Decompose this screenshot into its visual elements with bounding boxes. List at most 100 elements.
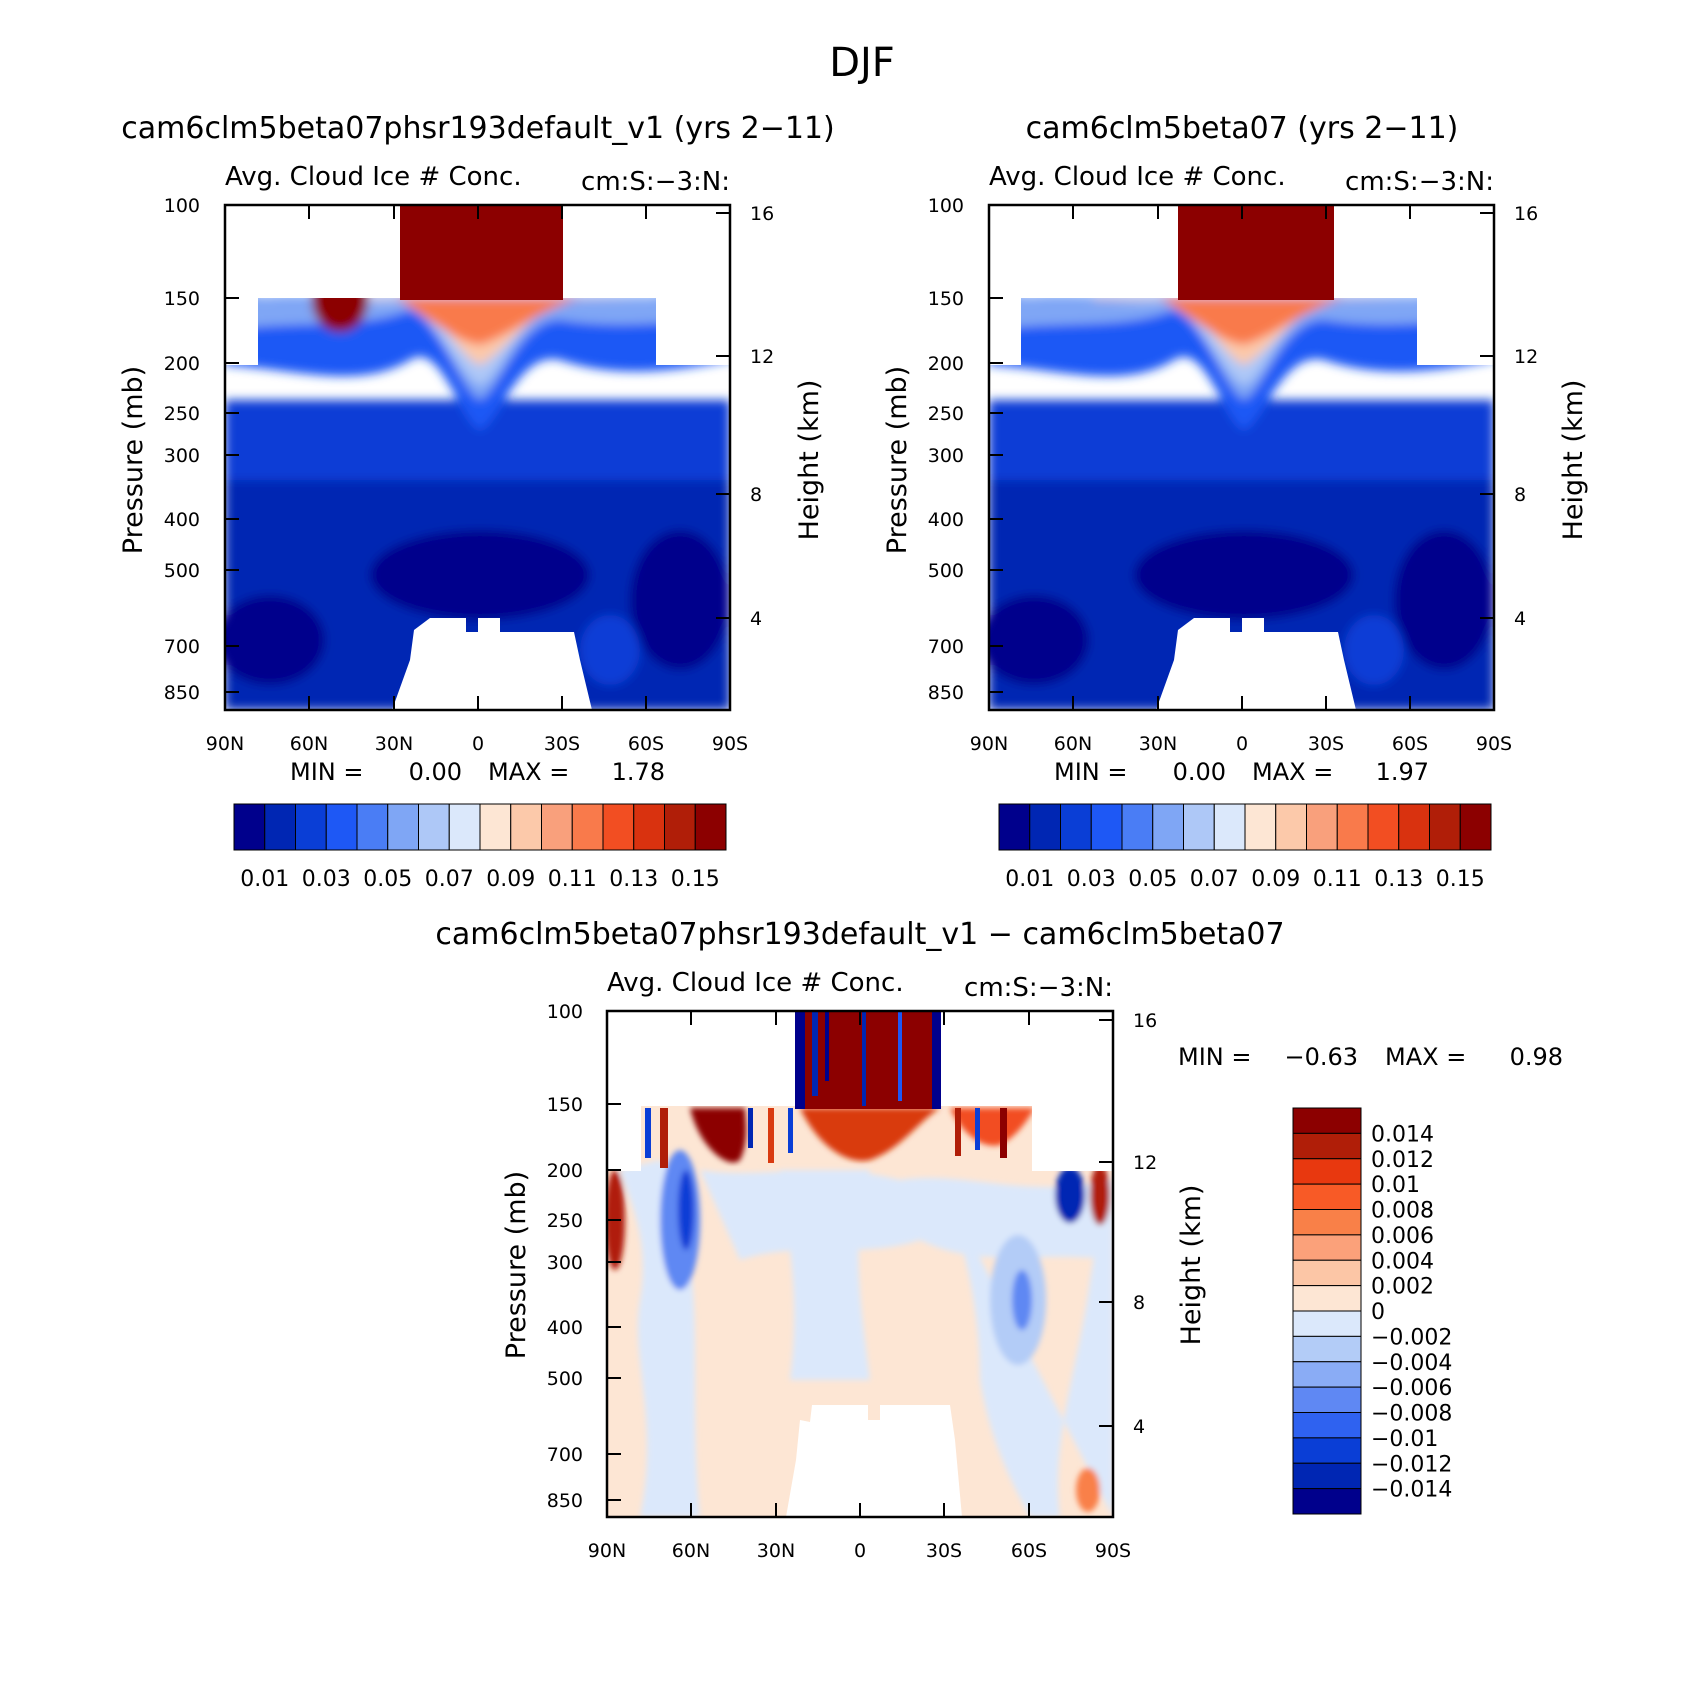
colorbar-label: 0.01 — [240, 867, 289, 892]
colorbar-swatch — [1183, 803, 1215, 851]
negative-core-south — [1012, 1270, 1032, 1330]
pocket-mid-south — [580, 615, 640, 685]
colorbar-label: 0.15 — [1436, 867, 1485, 892]
y-tick-label: 100 — [928, 195, 964, 217]
y2-tick-label: 16 — [1133, 1010, 1157, 1032]
colorbar-swatch — [1292, 1209, 1362, 1236]
colorbar: 0.01 0.03 0.05 0.07 0.09 0.11 0.13 0.15 — [233, 803, 727, 892]
y-tick-label: 700 — [164, 636, 200, 658]
y2-axis-label: Height (km) — [794, 380, 825, 541]
y-axis-label: Pressure (mb) — [882, 366, 913, 554]
colorbar-swatch — [325, 803, 358, 851]
figure-title: DJF — [829, 40, 895, 86]
colorbar-swatch — [1336, 803, 1369, 851]
colorbar-label: 0.03 — [1067, 867, 1116, 892]
y2-tick-label: 12 — [750, 346, 774, 368]
colorbar-swatch — [633, 803, 665, 851]
colorbar-label: 0.01 — [1005, 867, 1054, 892]
colorbar-swatch — [694, 803, 727, 851]
colorbar-swatch — [1244, 803, 1277, 851]
min-value: −0.63 — [1284, 1043, 1358, 1071]
colorbar-swatch — [1292, 1412, 1362, 1439]
y2-tick-label: 8 — [750, 484, 762, 506]
x-tick-label: 0 — [1236, 733, 1248, 755]
core-high-south — [1394, 530, 1494, 670]
colorbar-label: 0.014 — [1371, 1122, 1434, 1147]
deep-core-tropics — [370, 530, 590, 620]
colorbar-swatch — [1292, 1234, 1362, 1261]
max-label: MAX = — [1385, 1043, 1466, 1071]
colorbar-label: 0.006 — [1371, 1224, 1434, 1249]
colorbar-label: 0.13 — [609, 867, 658, 892]
x-tick-label: 90N — [206, 733, 244, 755]
colorbar-label: 0.07 — [1190, 867, 1239, 892]
y-tick-label: 200 — [547, 1160, 583, 1182]
y2-tick-label: 8 — [1514, 484, 1526, 506]
x-tick-label: 0 — [472, 733, 484, 755]
axis-ticks — [606, 1010, 1114, 1517]
panel-difference-field: cam6clm5beta07phsr193default_v1 − cam6cl… — [435, 917, 1563, 1562]
y-tick-label: 500 — [547, 1368, 583, 1390]
colorbar-swatch — [1292, 1285, 1362, 1312]
y-tick-label: 400 — [547, 1317, 583, 1339]
colorbar-swatch — [1029, 803, 1061, 851]
colorbar-label: 0.09 — [1251, 867, 1300, 892]
y2-tick-label: 4 — [1133, 1416, 1145, 1438]
x-tick-label: 0 — [854, 1540, 866, 1562]
mask-top-right — [1334, 205, 1494, 365]
colorbar-swatch — [1292, 1462, 1362, 1490]
positive-surface-south — [1076, 1468, 1100, 1512]
y-tick-label: 300 — [164, 445, 200, 467]
colorbar-swatch — [1292, 1386, 1362, 1413]
x-tick-label: 90S — [1476, 733, 1512, 755]
panel-title: cam6clm5beta07 (yrs 2−11) — [1026, 111, 1459, 146]
colorbar-label: 0.09 — [486, 867, 535, 892]
contour-fill-layers — [607, 1108, 1113, 1517]
colorbar-swatch — [510, 803, 542, 851]
mask-top-right — [563, 205, 730, 365]
colorbar-swatch — [1152, 803, 1184, 851]
mask-top-right — [941, 1011, 1113, 1171]
x-tick-labels: 90N 60N 30N 0 30S 60S 90S — [970, 733, 1512, 755]
colorbar-swatch — [1459, 803, 1492, 851]
colorbar-label: 0.03 — [302, 867, 351, 892]
negative-band-upper — [700, 1170, 1113, 1260]
colorbar-swatch — [1292, 1183, 1362, 1210]
max-label: MAX = — [1252, 758, 1333, 786]
y-tick-label: 400 — [928, 509, 964, 531]
x-tick-label: 30S — [1308, 733, 1344, 755]
x-tick-label: 60N — [290, 733, 328, 755]
y2-tick-labels: 16 12 8 4 — [1514, 203, 1538, 630]
colorbar-swatch — [664, 803, 696, 851]
x-tick-label: 90S — [712, 733, 748, 755]
max-value: 1.78 — [612, 758, 665, 786]
colorbar-swatch — [1292, 1335, 1362, 1363]
colorbar-label: 0.012 — [1371, 1148, 1434, 1173]
x-tick-label: 60S — [1011, 1540, 1047, 1562]
y-tick-label: 150 — [164, 288, 200, 310]
colorbar-label: −0.012 — [1371, 1452, 1452, 1477]
positive-jet-south — [950, 1108, 1035, 1146]
y2-tick-labels: 16 12 8 4 — [1133, 1010, 1157, 1438]
x-tick-label: 30N — [375, 733, 413, 755]
colorbar-swatch — [602, 803, 635, 851]
colorbar-label: 0.002 — [1371, 1275, 1434, 1300]
colorbar-label: 0.13 — [1374, 867, 1423, 892]
colorbar-label: 0.11 — [1313, 867, 1362, 892]
y2-tick-label: 12 — [1133, 1152, 1157, 1174]
y-tick-label: 400 — [164, 509, 200, 531]
y-tick-label: 100 — [164, 195, 200, 217]
colorbar-label: 0.07 — [425, 867, 474, 892]
colorbar-swatch — [1429, 803, 1461, 851]
max-value: 0.98 — [1510, 1043, 1563, 1071]
colorbar-swatch — [1275, 803, 1307, 851]
negative-core-north — [678, 1170, 694, 1250]
colorbar: 0.0140.0120.010.0080.0060.0040.0020−0.00… — [1292, 1107, 1452, 1515]
y-tick-labels: 100 150 200 250 300 400 500 700 850 — [164, 195, 200, 704]
colorbar-label: −0.006 — [1371, 1376, 1452, 1401]
colorbar-swatch — [1292, 1361, 1362, 1388]
colorbar-swatch — [264, 803, 296, 851]
y-tick-label: 500 — [928, 560, 964, 582]
y-tick-label: 100 — [547, 1001, 583, 1023]
colorbar-label: −0.008 — [1371, 1402, 1452, 1427]
